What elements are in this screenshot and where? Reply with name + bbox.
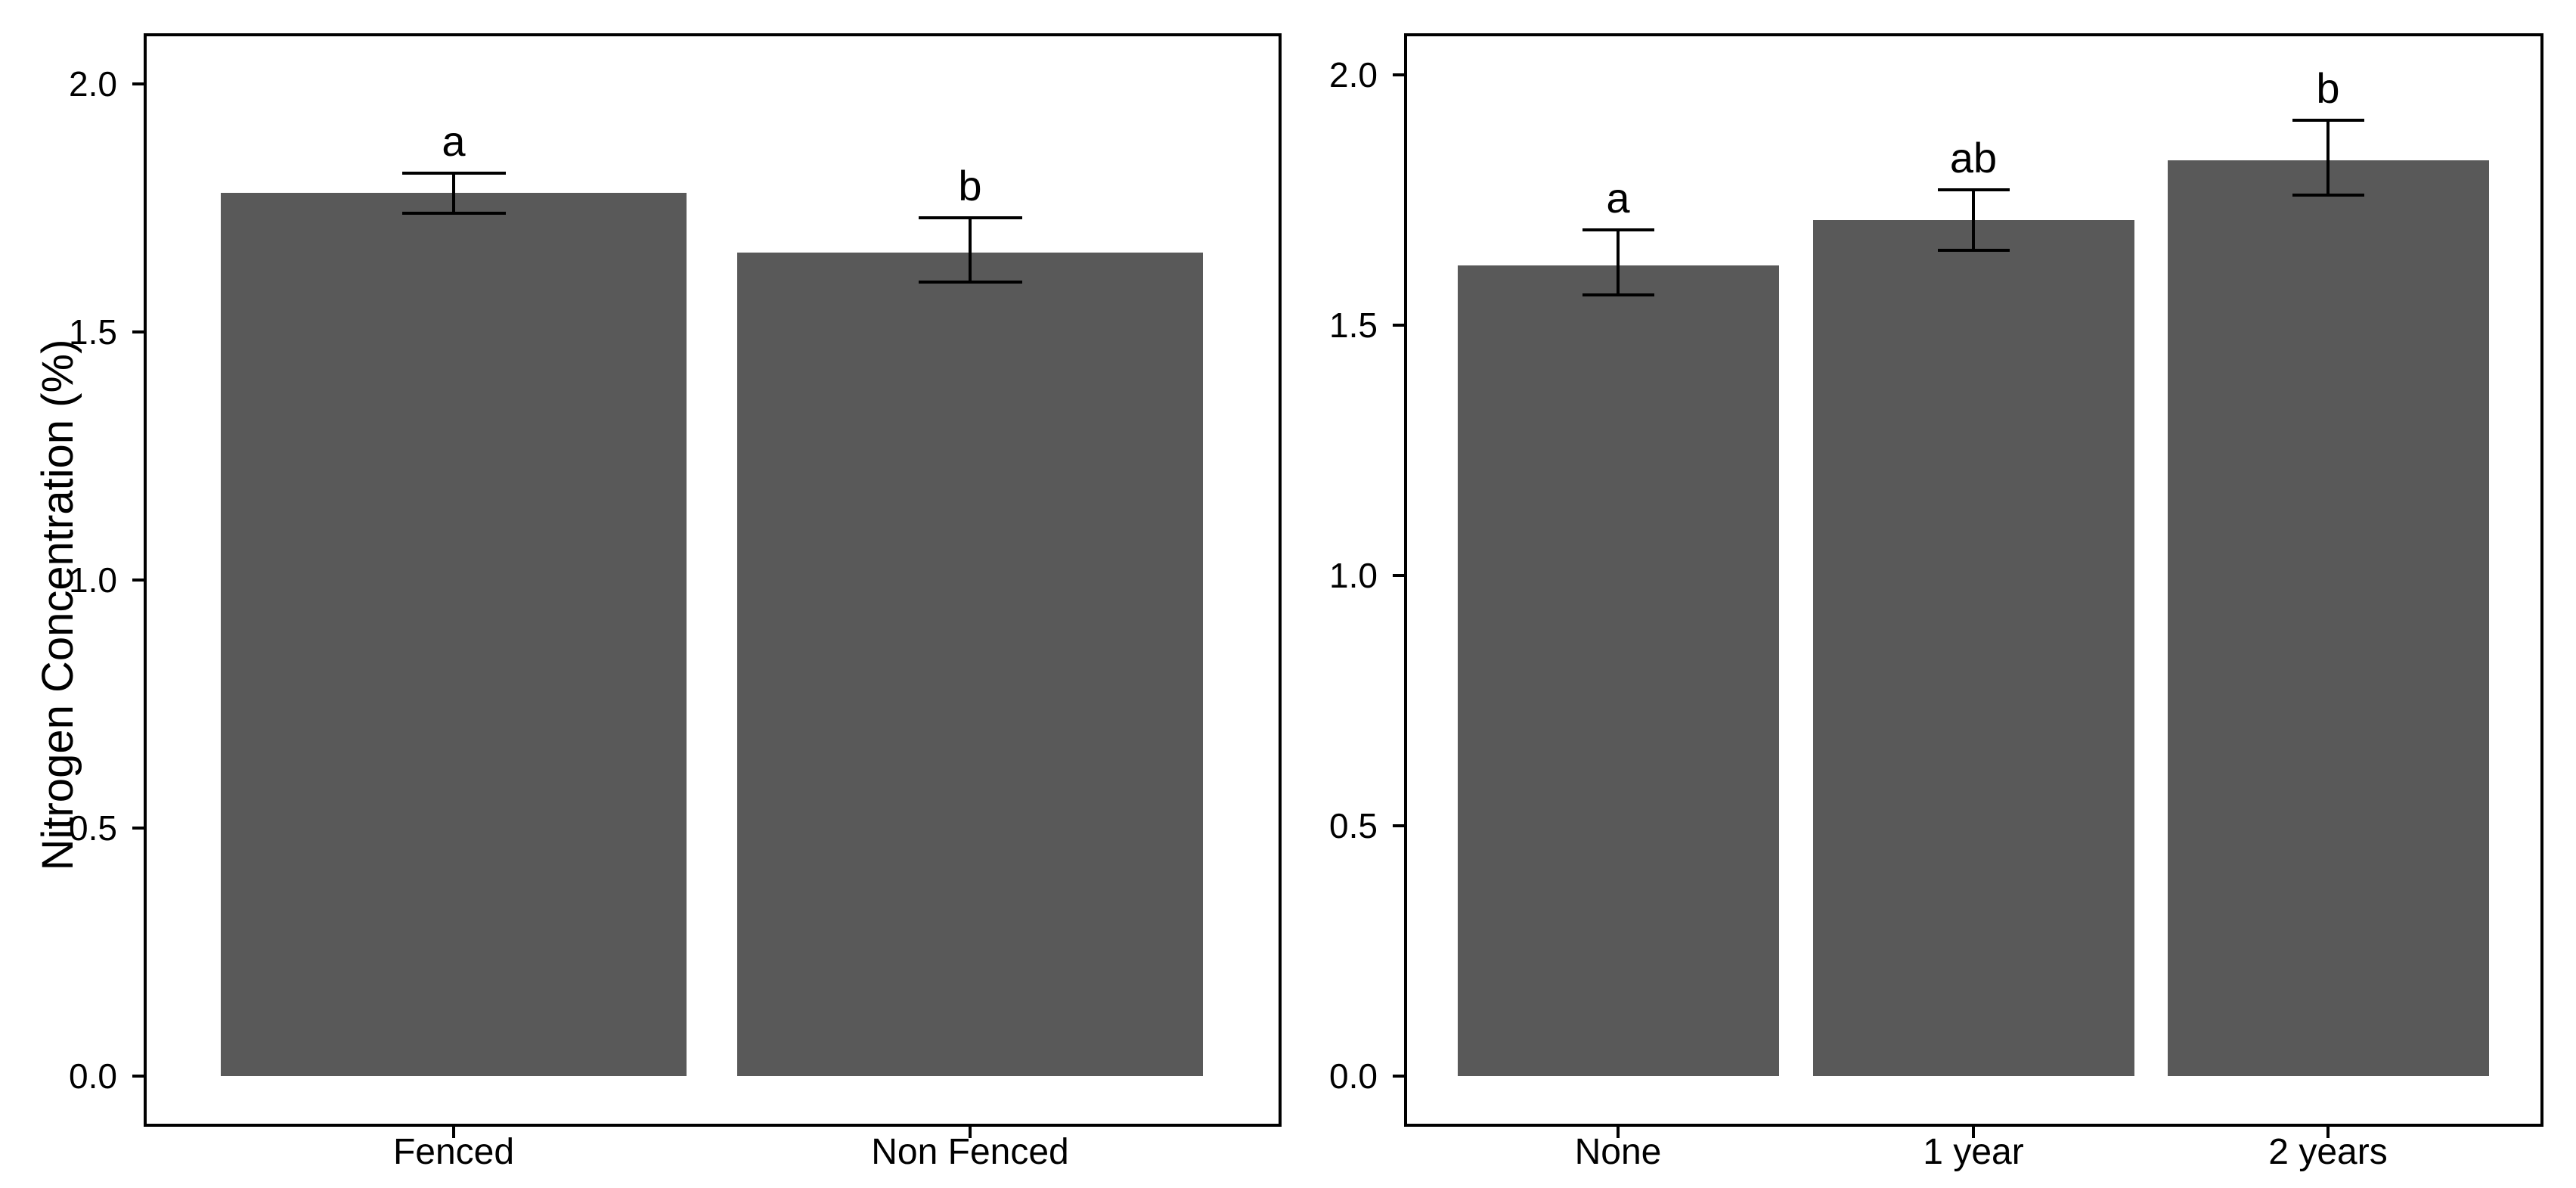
x-tick-label: Non Fenced bbox=[871, 1132, 1069, 1172]
error-bar-cap-top bbox=[1582, 228, 1654, 232]
y-tick-label: 1.5 bbox=[1329, 306, 1378, 345]
x-tick-label: 1 year bbox=[1923, 1132, 2024, 1172]
y-axis-tick bbox=[132, 330, 144, 333]
y-axis-tick bbox=[132, 1075, 144, 1078]
x-axis-tick bbox=[969, 1127, 972, 1138]
y-axis-tick bbox=[132, 578, 144, 582]
error-bar-cap-top bbox=[2292, 118, 2364, 122]
y-tick-label: 0.0 bbox=[1329, 1056, 1378, 1096]
x-axis-tick bbox=[1617, 1127, 1620, 1138]
y-tick-label: 0.0 bbox=[69, 1056, 117, 1096]
error-bar-cap-bottom bbox=[2292, 193, 2364, 197]
bar bbox=[1812, 219, 2134, 1076]
significance-letter: a bbox=[1606, 174, 1630, 222]
x-axis-tick bbox=[2326, 1127, 2330, 1138]
significance-letter: ab bbox=[1949, 134, 1998, 182]
y-axis-title: Nitrogen Concentration (%) bbox=[33, 339, 82, 871]
panel-fencing: 0.0 0.5 1.0 1.5 2.0 a Fenced b Non Fenced bbox=[69, 33, 1282, 1172]
y-axis-tick bbox=[1393, 574, 1404, 577]
y-tick-label: 0.5 bbox=[1329, 806, 1378, 845]
error-bar-cap-bottom bbox=[401, 211, 506, 215]
y-tick-label: 1.0 bbox=[69, 560, 117, 600]
significance-letter: b bbox=[2316, 64, 2340, 112]
y-axis-tick bbox=[1393, 1075, 1404, 1078]
y-tick-label: 0.5 bbox=[69, 808, 117, 848]
error-bar-cap-top bbox=[918, 216, 1022, 220]
x-tick-label: None bbox=[1574, 1132, 1662, 1172]
y-tick-label: 2.0 bbox=[69, 64, 117, 104]
bar bbox=[1457, 265, 1779, 1076]
bar bbox=[221, 193, 687, 1076]
bar bbox=[737, 253, 1203, 1076]
y-tick-label: 2.0 bbox=[1329, 55, 1378, 95]
error-bar-cap-top bbox=[1937, 188, 2010, 192]
y-axis-tick bbox=[132, 827, 144, 830]
error-bar-cap-top bbox=[401, 172, 506, 175]
panel-recovery-time: 0.0 0.5 1.0 1.5 2.0 a None ab 1 year b 2 years bbox=[1329, 33, 2543, 1172]
error-bar-line bbox=[969, 218, 972, 283]
x-tick-label: Fenced bbox=[392, 1132, 515, 1172]
error-bar-cap-bottom bbox=[1582, 293, 1654, 297]
y-tick-label: 1.0 bbox=[1329, 556, 1378, 595]
y-axis-tick bbox=[1393, 324, 1404, 327]
significance-letter: a bbox=[442, 117, 466, 166]
error-bar-line bbox=[2326, 119, 2330, 195]
y-axis-tick bbox=[132, 82, 144, 85]
y-axis-tick bbox=[1393, 73, 1404, 76]
error-bar-line bbox=[1972, 190, 1975, 250]
error-bar-cap-bottom bbox=[918, 281, 1022, 284]
significance-letter: b bbox=[958, 162, 982, 210]
y-tick-label: 1.5 bbox=[69, 312, 117, 352]
error-bar-line bbox=[452, 173, 455, 213]
y-axis-tick bbox=[1393, 824, 1404, 827]
x-axis-tick bbox=[1972, 1127, 1975, 1138]
bar bbox=[2167, 160, 2489, 1076]
error-bar-cap-bottom bbox=[1937, 248, 2010, 252]
error-bar-line bbox=[1617, 230, 1620, 296]
x-tick-label: 2 years bbox=[2268, 1132, 2388, 1172]
x-axis-tick bbox=[452, 1127, 455, 1138]
